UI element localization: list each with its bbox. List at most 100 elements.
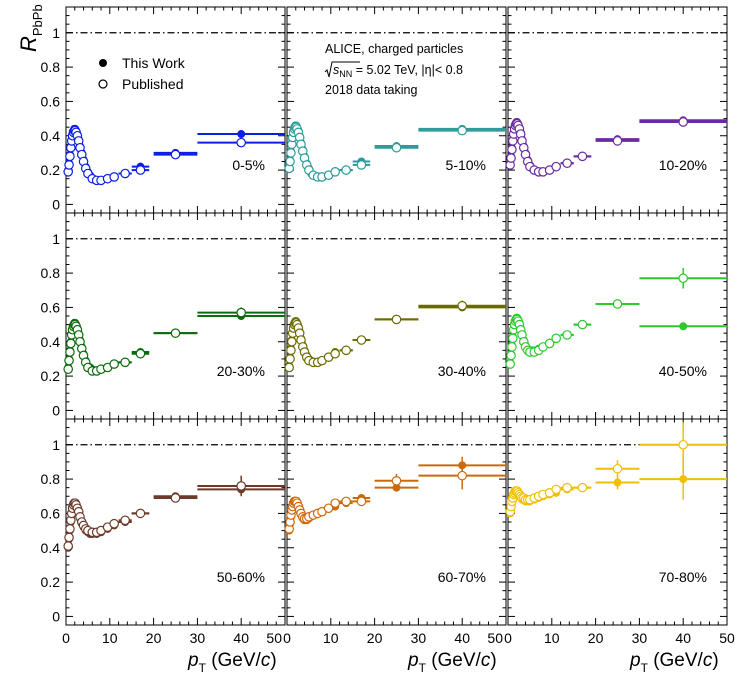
y-tick-label: 0 <box>52 402 60 418</box>
data-point-published <box>65 524 75 534</box>
data-point-published <box>356 160 367 170</box>
centrality-label: 60-70% <box>438 569 486 585</box>
y-tick-label: 0.8 <box>41 59 61 75</box>
x-tick-label: 50 <box>487 630 503 646</box>
data-point-published <box>64 160 74 170</box>
y-tick-label: 1 <box>52 437 60 453</box>
data-point-published <box>562 158 572 169</box>
centrality-label: 0-5% <box>232 157 265 173</box>
x-axis-title-unit: (GeV/ <box>426 650 482 671</box>
centrality-label: 70-80% <box>659 569 707 585</box>
x-tick-label: 30 <box>190 630 206 646</box>
data-point-published <box>285 156 295 167</box>
data-point-published <box>63 364 73 375</box>
y-axis-title: RPbPb <box>16 4 45 52</box>
centrality-label: 30-40% <box>438 363 486 379</box>
info-line2-sub: NN <box>339 69 352 79</box>
data-point-published <box>236 307 246 318</box>
x-axis-title-sub: T <box>419 661 427 675</box>
data-point-published <box>341 496 351 507</box>
y-tick-label: 1 <box>52 25 60 41</box>
data-point-published <box>507 342 517 352</box>
data-point-published <box>135 165 146 175</box>
data-point-published <box>577 151 588 162</box>
panel-30-40%: 30-40% <box>284 212 507 420</box>
series-this-work <box>506 299 727 367</box>
centrality-label: 20-30% <box>217 363 265 379</box>
data-point-published <box>678 273 688 284</box>
info-line2-s: s <box>333 63 339 77</box>
data-point-published <box>120 515 130 526</box>
y-tick-label: 0.4 <box>41 540 61 556</box>
data-point-published <box>287 336 297 347</box>
x-axis-title-unit-end: ) <box>490 650 496 671</box>
x-axis-title-unit: (GeV/ <box>648 650 704 671</box>
data-point-published <box>330 498 340 508</box>
data-point-published <box>612 299 623 309</box>
data-point-published <box>65 151 75 162</box>
data-point-published <box>678 117 688 127</box>
centrality-label: 5-10% <box>446 157 486 173</box>
data-point-published <box>457 125 467 136</box>
data-point-published <box>457 470 467 481</box>
data-point-published <box>66 338 76 349</box>
y-tick-label: 0.6 <box>41 299 61 315</box>
data-point-published <box>330 348 340 359</box>
data-point-published <box>551 333 561 344</box>
x-tick-label: 0 <box>283 630 291 646</box>
data-point-published <box>285 354 295 364</box>
centrality-label: 40-50% <box>659 363 707 379</box>
data-point-published <box>170 149 181 160</box>
y-tick-label: 0.6 <box>41 505 61 521</box>
data-point-published <box>64 532 74 543</box>
y-tick-label: 0 <box>52 196 60 212</box>
data-point-published <box>577 482 588 493</box>
data-point-published <box>236 137 246 148</box>
y-tick-label: 0 <box>52 608 60 624</box>
data-point-published <box>170 493 181 503</box>
panel-70-80%: 0 10 20 30 40 50 70-80% <box>504 418 735 646</box>
x-axis-title-unit-c: c <box>703 650 713 671</box>
series-published <box>63 307 285 376</box>
x-tick-label: 40 <box>454 630 470 646</box>
data-point-published <box>135 348 146 359</box>
centrality-label: 10-20% <box>659 157 707 173</box>
series-published <box>505 117 727 177</box>
y-tick-label: 0.4 <box>41 128 61 144</box>
data-point-published <box>457 300 467 311</box>
data-point-published <box>551 161 561 172</box>
panel-10-20%: 10-20% <box>505 6 728 214</box>
x-axis-title-unit-end: ) <box>270 650 276 671</box>
y-tick-label: 0.2 <box>41 162 61 178</box>
panels-group: 00.20.40.60.810-5% 5-10% 10-20%00.20.40.60… <box>41 6 735 646</box>
data-point-published <box>120 357 130 368</box>
panel-frame <box>65 418 286 626</box>
info-text: ALICE, charged particles sNN = 5.02 TeV,… <box>324 42 463 97</box>
data-point-published <box>109 172 119 182</box>
data-point-this-work <box>237 130 246 139</box>
info-line1: ALICE, charged particles <box>325 42 463 56</box>
x-tick-label: 40 <box>233 630 249 646</box>
x-tick-label: 30 <box>411 630 427 646</box>
y-tick-label: 0.4 <box>41 334 61 350</box>
panel-frame <box>286 6 507 214</box>
x-axis-title-main: p <box>407 650 419 671</box>
data-point-published <box>341 345 351 356</box>
x-axis-title-sub: T <box>641 661 649 675</box>
data-point-published <box>236 481 246 491</box>
data-point-published <box>506 350 516 361</box>
x-axis-title-main: p <box>187 650 199 671</box>
data-point-published <box>508 333 518 344</box>
panel-5-10%: 5-10% <box>284 6 507 214</box>
x-axis-title-unit-c: c <box>481 650 491 671</box>
data-point-published <box>612 136 623 146</box>
series-published <box>63 125 285 186</box>
series-published <box>505 422 727 517</box>
data-point-published <box>286 148 296 158</box>
y-tick-label: 1 <box>52 231 60 247</box>
data-point-published <box>63 541 73 551</box>
panel-20-30%: 0 0.2 0.4 0.6 0.8 1 20-30% <box>41 212 286 420</box>
y-tick-label: 0.6 <box>41 93 61 109</box>
data-point-published <box>544 338 555 349</box>
